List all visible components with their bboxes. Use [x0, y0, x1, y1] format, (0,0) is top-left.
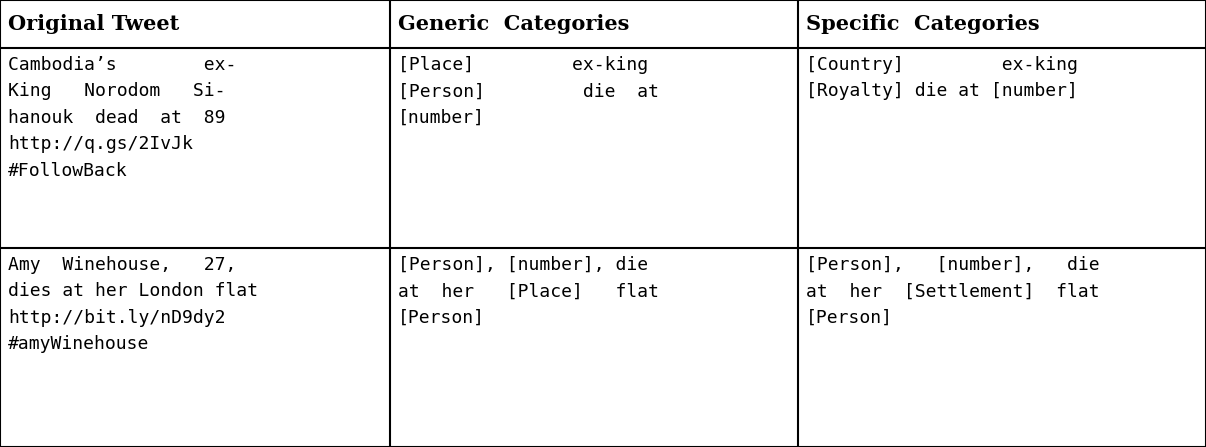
Text: [Person], [number], die
at  her   [Place]   flat
[Person]: [Person], [number], die at her [Place] f…	[398, 256, 658, 327]
Text: [Country]         ex-king
[Royalty] die at [number]: [Country] ex-king [Royalty] die at [numb…	[806, 56, 1078, 101]
Text: Generic  Categories: Generic Categories	[398, 14, 630, 34]
Text: Original Tweet: Original Tweet	[8, 14, 180, 34]
Text: Amy  Winehouse,   27,
dies at her London flat
http://bit.ly/nD9dy2
#amyWinehouse: Amy Winehouse, 27, dies at her London fl…	[8, 256, 258, 353]
Text: Specific  Categories: Specific Categories	[806, 14, 1040, 34]
Text: [Place]         ex-king
[Person]         die  at
[number]: [Place] ex-king [Person] die at [number]	[398, 56, 658, 127]
Text: [Person],   [number],   die
at  her  [Settlement]  flat
[Person]: [Person], [number], die at her [Settleme…	[806, 256, 1100, 327]
Text: Cambodia’s        ex-
King   Norodom   Si-
hanouk  dead  at  89
http://q.gs/2IvJ: Cambodia’s ex- King Norodom Si- hanouk d…	[8, 56, 236, 180]
